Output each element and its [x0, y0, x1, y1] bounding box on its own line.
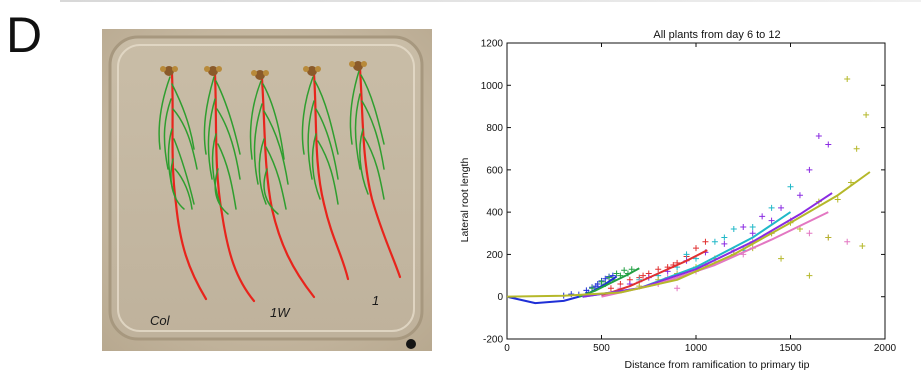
data-point: [863, 111, 870, 118]
petri-dish-photo: Col 1W 1: [102, 29, 432, 351]
data-point: [825, 141, 832, 148]
data-point: [607, 285, 614, 292]
data-point: [730, 226, 737, 233]
data-point: [640, 272, 647, 279]
dish-inner-rim: [117, 44, 415, 332]
data-point: [768, 204, 775, 211]
top-rule: [60, 0, 921, 2]
data-point: [606, 274, 613, 281]
data-point: [806, 166, 813, 173]
fit-line-3: [601, 249, 708, 297]
data-point: [693, 245, 699, 252]
label-1w: 1W: [270, 305, 291, 320]
data-point: [796, 192, 803, 199]
y-tick-label: 1200: [481, 39, 504, 50]
data-point: [806, 230, 813, 237]
data-point: [749, 230, 756, 237]
panel-label: D: [6, 7, 43, 63]
scatter-chart: All plants from day 6 to 12 Distance fro…: [459, 29, 897, 370]
data-point: [778, 204, 785, 211]
plot-area: 0 500 1000 1500 2000-20002004006008001000120…: [481, 39, 897, 355]
data-point: [859, 242, 866, 249]
data-point: [844, 238, 851, 245]
data-point: [598, 278, 605, 285]
plant-1: [158, 66, 208, 301]
data-point: [683, 251, 690, 258]
data-point: [721, 234, 728, 241]
data-point: [740, 223, 747, 230]
y-tick-label: 400: [486, 208, 503, 219]
data-point: [825, 234, 832, 241]
y-tick-label: 1000: [481, 81, 504, 92]
data-point: [806, 272, 813, 279]
data-point: [768, 217, 775, 224]
y-axis-label: Lateral root length: [459, 158, 471, 243]
label-1: 1: [372, 293, 379, 308]
data-point: [655, 266, 662, 273]
data-point: [815, 133, 822, 140]
chart-title: All plants from day 6 to 12: [653, 29, 780, 41]
label-col: Col: [150, 313, 171, 328]
data-point: [721, 240, 728, 247]
plant-3: [249, 70, 316, 299]
data-point: [589, 285, 596, 292]
data-point: [602, 275, 609, 282]
y-tick-label: -200: [483, 335, 503, 346]
data-point: [613, 270, 620, 277]
dish-handwriting: Col 1W 1: [150, 293, 379, 328]
data-point: [621, 267, 628, 274]
plant-4: [301, 66, 350, 281]
data-point: [853, 145, 860, 152]
y-tick-label: 0: [497, 292, 503, 303]
x-tick-label: 2000: [874, 343, 897, 354]
y-tick-label: 200: [486, 250, 503, 261]
x-tick-label: 0: [504, 343, 510, 354]
data-point: [628, 266, 635, 273]
data-point: [749, 223, 756, 230]
data-point: [796, 226, 803, 233]
data-point: [711, 238, 718, 245]
fit-line-2: [578, 267, 640, 298]
fit-line-1: [506, 275, 618, 305]
data-point: [834, 196, 841, 203]
x-axis-label: Distance from ramification to primary ti…: [625, 359, 810, 370]
data-point: [702, 238, 709, 245]
x-tick-label: 1000: [685, 343, 708, 354]
root-tracings: [158, 61, 402, 303]
plant-5: [349, 61, 402, 279]
dish-marker-dot: [406, 339, 416, 349]
data-point: [844, 75, 851, 82]
x-tick-label: 1500: [779, 343, 802, 354]
plot-frame: [506, 42, 886, 340]
data-point: [787, 183, 794, 190]
data-point: [592, 283, 599, 290]
plant-2: [203, 66, 256, 303]
data-point: [674, 285, 681, 292]
data-point: [778, 255, 785, 262]
y-tick-label: 600: [486, 165, 503, 176]
x-tick-label: 500: [593, 343, 610, 354]
fit-line-7: [506, 171, 871, 298]
data-point: [759, 213, 766, 220]
y-tick-label: 800: [486, 123, 503, 134]
